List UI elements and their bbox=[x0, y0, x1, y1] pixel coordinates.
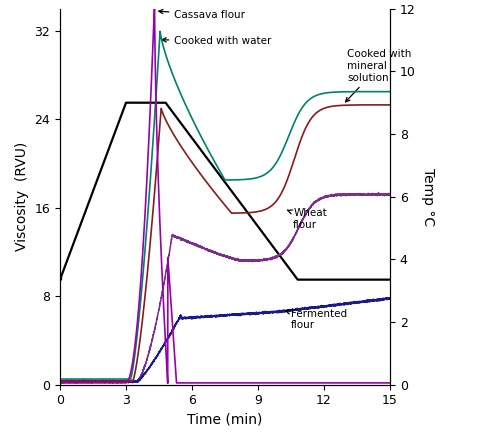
Y-axis label: Viscosity  (RVU): Viscosity (RVU) bbox=[15, 142, 29, 251]
Text: Cassava flour: Cassava flour bbox=[159, 10, 246, 20]
Y-axis label: Temp °C: Temp °C bbox=[421, 167, 435, 226]
Text: Fermented
flour: Fermented flour bbox=[286, 309, 347, 330]
X-axis label: Time (min): Time (min) bbox=[188, 413, 262, 427]
Text: Wheat
flour: Wheat flour bbox=[288, 208, 327, 229]
Text: Cooked with
mineral
solution: Cooked with mineral solution bbox=[346, 49, 412, 102]
Text: Cooked with water: Cooked with water bbox=[162, 36, 272, 46]
